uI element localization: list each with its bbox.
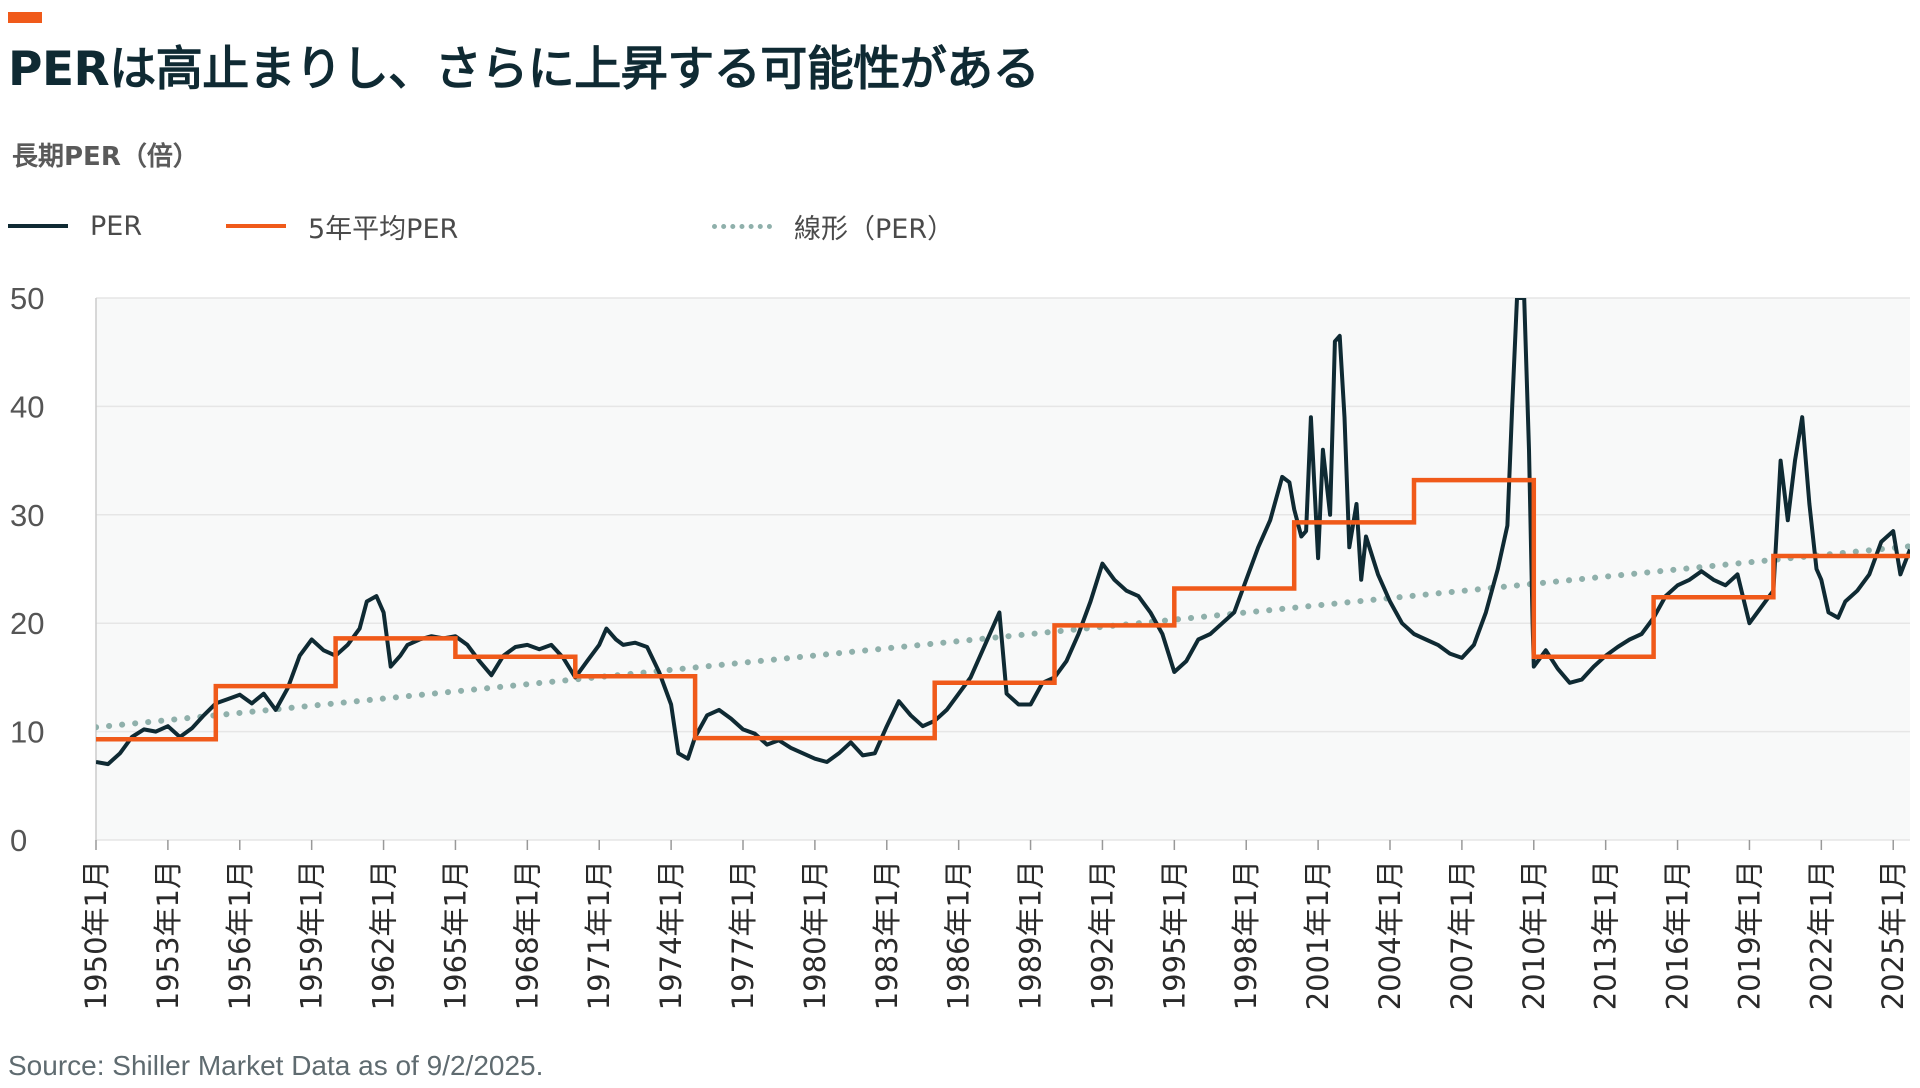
x-tick-label: 1992年1月 [1085,860,1119,1010]
x-tick-label: 1962年1月 [367,860,401,1010]
x-tick-label: 1974年1月 [654,860,688,1010]
x-tick-label: 1998年1月 [1229,860,1263,1010]
legend-swatch-per [8,224,68,228]
x-tick-label: 1956年1月 [223,860,257,1010]
x-tick-label: 2004年1月 [1373,860,1407,1010]
y-tick-label: 40 [10,389,44,424]
legend: PER 5年平均PER 線形（PER） [0,206,1920,246]
y-tick-label: 30 [10,498,44,533]
legend-label-trend: 線形（PER） [794,213,955,245]
x-tick-label: 2019年1月 [1732,860,1766,1010]
x-tick-label: 1968年1月 [510,860,544,1010]
y-tick-label: 0 [10,823,27,858]
x-tick-label: 1995年1月 [1157,860,1191,1010]
x-tick-label: 1977年1月 [726,860,760,1010]
x-tick-label: 2010年1月 [1517,860,1551,1010]
x-tick-label: 1953年1月 [151,860,185,1010]
x-tick-label: 1983年1月 [870,860,904,1010]
x-tick-label: 1950年1月 [79,860,113,1010]
legend-label-per: PER [90,210,143,242]
five-year-average-line [96,477,1910,742]
x-tick-label: 2016年1月 [1661,860,1695,1010]
trend-line [96,543,1910,731]
plot-background [96,298,1910,840]
y-tick-label: 20 [10,606,44,641]
chart-title: PERは高止まりし、さらに上昇する可能性がある [8,42,1040,97]
legend-swatch-trend [712,223,772,229]
x-tick-label: 1980年1月 [798,860,832,1010]
source-note: Source: Shiller Market Data as of 9/2/20… [8,1050,544,1081]
legend-item-trend: 線形（PER） [712,206,954,246]
x-tick-label: 2001年1月 [1301,860,1335,1010]
y-axis-title: 長期PER（倍） [12,142,199,172]
x-tick-label: 1971年1月 [582,860,616,1010]
x-tick-label: 2022年1月 [1804,860,1838,1010]
legend-item-5yr-avg: 5年平均PER [226,206,458,246]
y-tick-label: 10 [10,715,44,750]
per-line [96,298,1910,767]
x-tick-label: 1965年1月 [438,860,472,1010]
legend-label-5yr-avg: 5年平均PER [308,213,459,245]
y-tick-label: 50 [10,281,44,316]
x-tick-label: 1959年1月 [295,860,329,1010]
x-tick-label: 2007年1月 [1445,860,1479,1010]
chart-area: 0 10 20 30 40 50 1950年1月 1953年1月 1956年1月 1959年1月 1… [10,281,1910,1010]
x-tick-label: 2013年1月 [1589,860,1623,1010]
x-tick-label: 2025年1月 [1876,860,1910,1010]
legend-swatch-5yr-avg [226,224,286,228]
x-tick-label: 1986年1月 [942,860,976,1010]
x-tick-label: 1989年1月 [1014,860,1048,1010]
title-accent-bar [8,12,42,23]
legend-item-per: PER [8,206,142,246]
